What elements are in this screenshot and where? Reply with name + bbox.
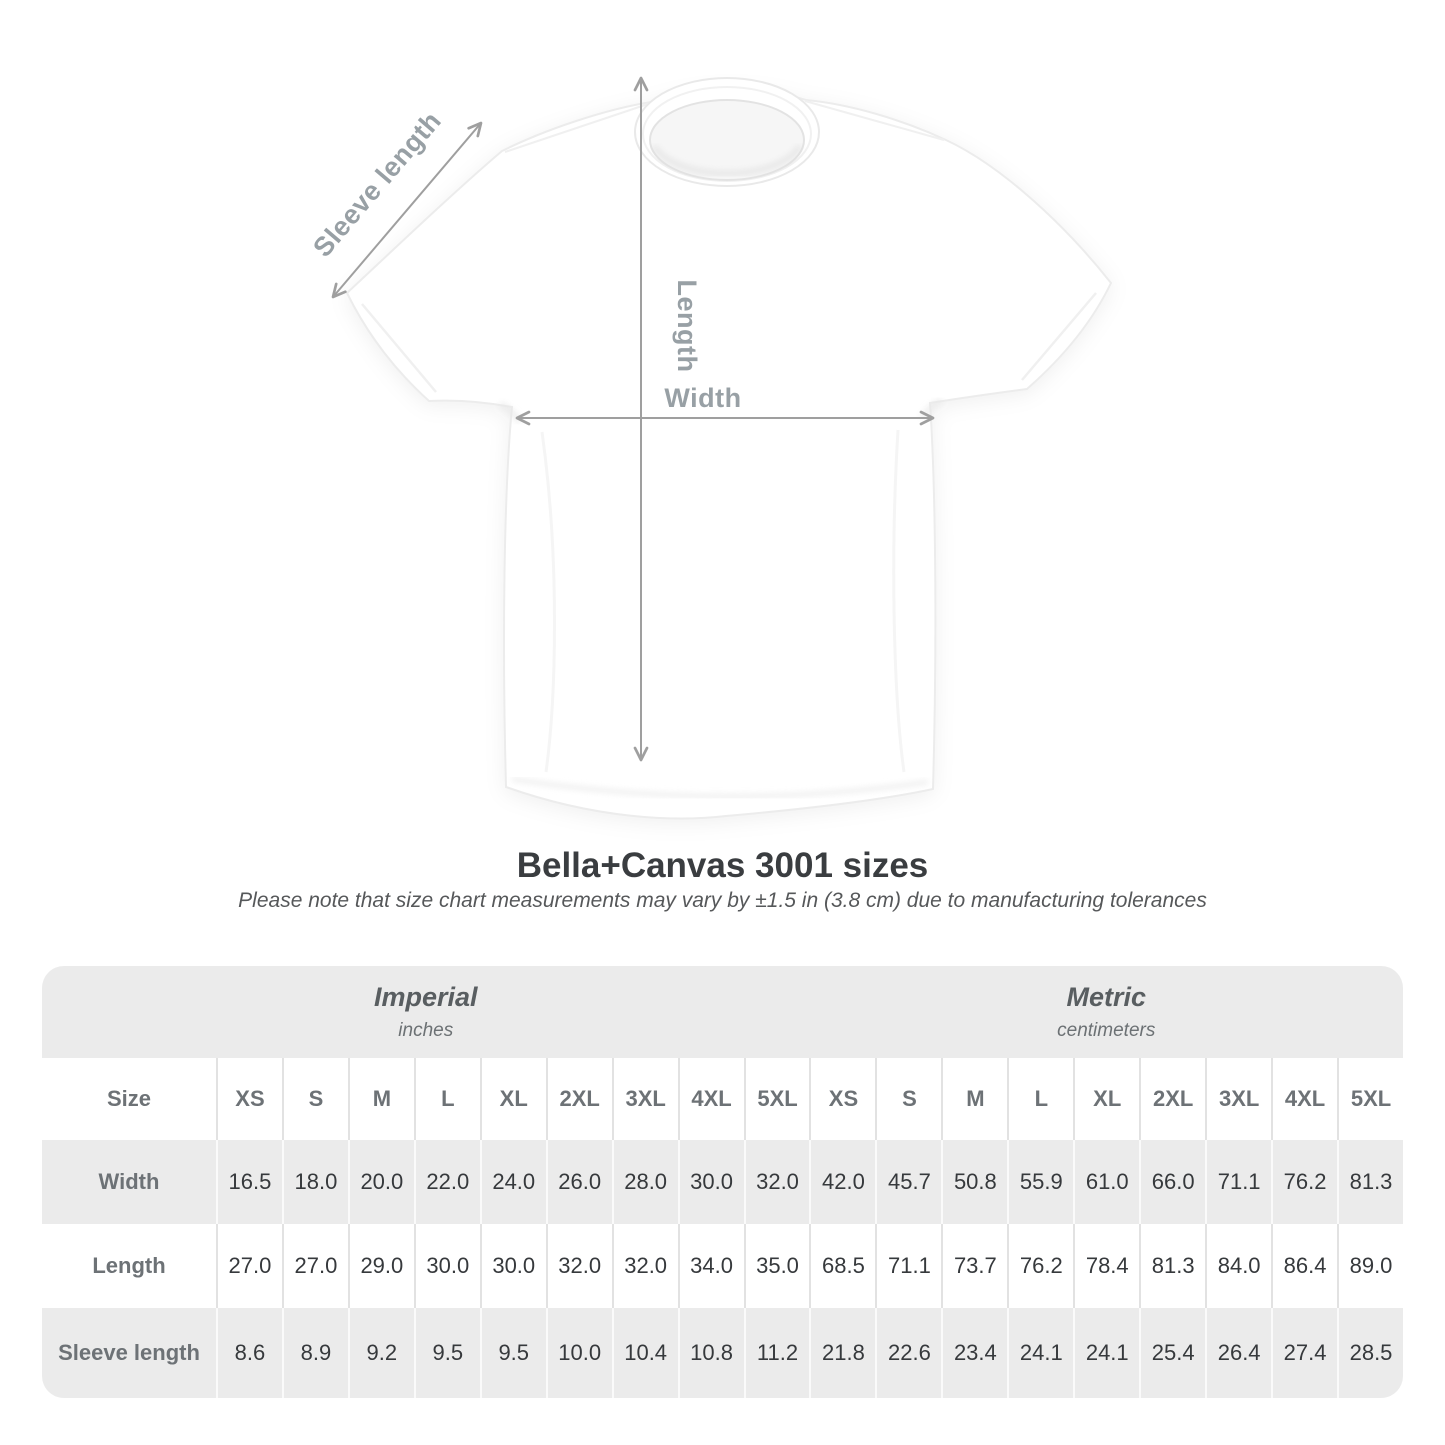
width-value: 32.0 bbox=[743, 1140, 810, 1224]
size-header-row: Size XS S M L XL 2XL 3XL 4XL 5XL XS S M … bbox=[42, 1058, 1403, 1140]
size-header-imperial-4xl: 4XL bbox=[677, 1058, 744, 1140]
sleeve-value: 10.0 bbox=[545, 1308, 612, 1398]
length-value: 76.2 bbox=[1007, 1224, 1073, 1308]
width-value: 26.0 bbox=[545, 1140, 612, 1224]
length-value: 30.0 bbox=[479, 1224, 546, 1308]
length-value: 78.4 bbox=[1073, 1224, 1139, 1308]
size-header-metric-4xl: 4XL bbox=[1271, 1058, 1337, 1140]
size-header-imperial-s: S bbox=[281, 1058, 348, 1140]
length-value: 32.0 bbox=[611, 1224, 678, 1308]
row-label-length: Length bbox=[92, 1253, 166, 1278]
width-value: 45.7 bbox=[875, 1140, 941, 1224]
tshirt-illustration: Sleeve length Length Width bbox=[307, 76, 1113, 820]
size-header-imperial-l: L bbox=[413, 1058, 480, 1140]
page-title: Bella+Canvas 3001 sizes bbox=[516, 846, 929, 885]
size-header-imperial-5xl: 5XL bbox=[743, 1058, 810, 1140]
width-value: 20.0 bbox=[347, 1140, 414, 1224]
metric-unit-label: centimeters bbox=[1057, 1020, 1156, 1041]
length-value: 84.0 bbox=[1205, 1224, 1271, 1308]
sleeve-value: 27.4 bbox=[1271, 1308, 1337, 1398]
imperial-unit-label: inches bbox=[398, 1020, 454, 1041]
sleeve-value: 28.5 bbox=[1337, 1308, 1403, 1398]
length-value: 34.0 bbox=[677, 1224, 744, 1308]
width-label: Width bbox=[664, 383, 741, 413]
width-value: 42.0 bbox=[809, 1140, 875, 1224]
size-chart-table: Imperial inches Metric centimeters Size … bbox=[42, 966, 1403, 1398]
width-value: 55.9 bbox=[1007, 1140, 1073, 1224]
sleeve-value: 9.5 bbox=[479, 1308, 546, 1398]
size-header-metric-3xl: 3XL bbox=[1205, 1058, 1271, 1140]
width-value: 22.0 bbox=[413, 1140, 480, 1224]
sleeve-value: 8.6 bbox=[216, 1308, 282, 1398]
unit-group-band: Imperial inches Metric centimeters bbox=[42, 966, 1403, 1058]
width-value: 16.5 bbox=[216, 1140, 282, 1224]
sleeve-value: 8.9 bbox=[281, 1308, 348, 1398]
sleeve-value: 23.4 bbox=[941, 1308, 1007, 1398]
size-header-imperial-3xl: 3XL bbox=[611, 1058, 678, 1140]
size-header-imperial-m: M bbox=[347, 1058, 414, 1140]
sleeve-length-arrow bbox=[331, 121, 483, 299]
size-header-metric-2xl: 2XL bbox=[1139, 1058, 1205, 1140]
width-value: 81.3 bbox=[1337, 1140, 1403, 1224]
table-row-sleeve-length: Sleeve length 8.6 8.9 9.2 9.5 9.5 10.0 1… bbox=[42, 1308, 1403, 1398]
length-value: 35.0 bbox=[743, 1224, 810, 1308]
width-value: 28.0 bbox=[611, 1140, 678, 1224]
width-value: 24.0 bbox=[479, 1140, 546, 1224]
size-header-metric-5xl: 5XL bbox=[1337, 1058, 1403, 1140]
sleeve-value: 26.4 bbox=[1205, 1308, 1271, 1398]
sleeve-value: 9.2 bbox=[347, 1308, 414, 1398]
width-value: 18.0 bbox=[281, 1140, 348, 1224]
size-header-metric-xl: XL bbox=[1073, 1058, 1139, 1140]
size-header-metric-s: S bbox=[875, 1058, 941, 1140]
imperial-system-label: Imperial bbox=[373, 982, 478, 1012]
length-value: 27.0 bbox=[216, 1224, 282, 1308]
sleeve-value: 10.4 bbox=[611, 1308, 678, 1398]
sleeve-value: 10.8 bbox=[677, 1308, 744, 1398]
row-label-sleeve-length: Sleeve length bbox=[58, 1340, 200, 1365]
width-value: 50.8 bbox=[941, 1140, 1007, 1224]
tshirt-collar bbox=[634, 77, 820, 187]
metric-system-label: Metric bbox=[1066, 982, 1147, 1012]
length-value: 30.0 bbox=[413, 1224, 480, 1308]
table-row-width: Width 16.5 18.0 20.0 22.0 24.0 26.0 28.0… bbox=[42, 1140, 1403, 1224]
length-value: 73.7 bbox=[941, 1224, 1007, 1308]
length-value: 81.3 bbox=[1139, 1224, 1205, 1308]
sleeve-value: 11.2 bbox=[743, 1308, 810, 1398]
width-value: 61.0 bbox=[1073, 1140, 1139, 1224]
tshirt-measurement-diagram: Sleeve length Length Width bbox=[307, 76, 1113, 820]
measurement-arrows bbox=[331, 76, 935, 762]
sleeve-value: 24.1 bbox=[1007, 1308, 1073, 1398]
size-header-metric-m: M bbox=[941, 1058, 1007, 1140]
length-value: 71.1 bbox=[875, 1224, 941, 1308]
sleeve-value: 21.8 bbox=[809, 1308, 875, 1398]
width-value: 66.0 bbox=[1139, 1140, 1205, 1224]
length-value: 89.0 bbox=[1337, 1224, 1403, 1308]
length-value: 68.5 bbox=[809, 1224, 875, 1308]
imperial-group-header: Imperial inches bbox=[42, 966, 810, 1058]
sleeve-value: 9.5 bbox=[413, 1308, 480, 1398]
length-value: 27.0 bbox=[281, 1224, 348, 1308]
table-row-length: Length 27.0 27.0 29.0 30.0 30.0 32.0 32.… bbox=[42, 1224, 1403, 1308]
length-label: Length bbox=[672, 280, 702, 373]
size-header-imperial-xs: XS bbox=[216, 1058, 282, 1140]
tshirt-body bbox=[345, 87, 1113, 820]
size-header-imperial-xl: XL bbox=[479, 1058, 546, 1140]
row-label-width: Width bbox=[98, 1169, 160, 1194]
width-value: 71.1 bbox=[1205, 1140, 1271, 1224]
length-value: 32.0 bbox=[545, 1224, 612, 1308]
tolerance-note: Please note that size chart measurements… bbox=[238, 889, 1207, 912]
width-value: 30.0 bbox=[677, 1140, 744, 1224]
size-header-metric-l: L bbox=[1007, 1058, 1073, 1140]
length-value: 29.0 bbox=[347, 1224, 414, 1308]
size-corner-header: Size bbox=[106, 1086, 152, 1111]
sleeve-value: 25.4 bbox=[1139, 1308, 1205, 1398]
sleeve-value: 24.1 bbox=[1073, 1308, 1139, 1398]
length-value: 86.4 bbox=[1271, 1224, 1337, 1308]
sleeve-value: 22.6 bbox=[875, 1308, 941, 1398]
size-header-imperial-2xl: 2XL bbox=[545, 1058, 612, 1140]
metric-group-header: Metric centimeters bbox=[810, 966, 1404, 1058]
size-header-metric-xs: XS bbox=[809, 1058, 875, 1140]
width-value: 76.2 bbox=[1271, 1140, 1337, 1224]
